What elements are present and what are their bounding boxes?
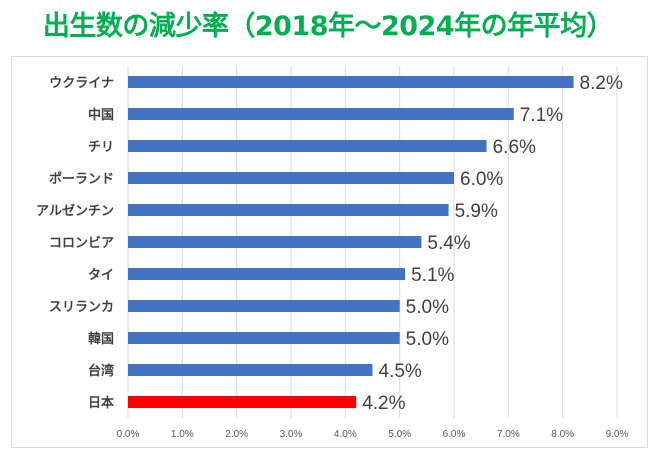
x-tick-label: 1.0% bbox=[171, 429, 194, 440]
x-tick-label: 8.0% bbox=[551, 429, 574, 440]
data-label: 5.9% bbox=[455, 201, 498, 222]
bar bbox=[128, 236, 422, 248]
data-label: 4.5% bbox=[379, 361, 422, 382]
data-label: 6.0% bbox=[460, 169, 503, 190]
bar bbox=[128, 140, 487, 152]
bar bbox=[128, 76, 574, 88]
bar bbox=[128, 364, 373, 376]
chart-title: 出生数の減少率（2018年～2024年の年平均） bbox=[42, 11, 614, 42]
x-tick-label: 7.0% bbox=[497, 429, 520, 440]
category-label: 日本 bbox=[88, 395, 114, 411]
chart-area bbox=[11, 56, 648, 448]
x-tick-label: 3.0% bbox=[280, 429, 303, 440]
bar bbox=[128, 268, 406, 280]
bar bbox=[128, 300, 400, 312]
bar bbox=[128, 204, 449, 216]
category-label: 中国 bbox=[88, 107, 114, 123]
bar bbox=[128, 172, 454, 184]
category-label: コロンビア bbox=[49, 235, 114, 251]
category-label: ウクライナ bbox=[49, 76, 114, 91]
data-label: 6.6% bbox=[493, 137, 536, 158]
bar bbox=[128, 108, 514, 120]
data-label: 4.2% bbox=[362, 393, 405, 414]
category-label: スリランカ bbox=[49, 300, 114, 315]
category-label: 韓国 bbox=[88, 331, 114, 347]
data-label: 5.0% bbox=[406, 297, 449, 318]
x-tick-label: 2.0% bbox=[225, 429, 248, 440]
category-label: タイ bbox=[88, 268, 114, 283]
x-tick-label: 6.0% bbox=[443, 429, 466, 440]
bar bbox=[128, 396, 357, 408]
data-label: 5.1% bbox=[411, 265, 454, 286]
data-label: 5.4% bbox=[427, 233, 470, 254]
data-label: 8.2% bbox=[580, 73, 623, 94]
data-label: 7.1% bbox=[520, 105, 563, 126]
data-label: 5.0% bbox=[406, 329, 449, 350]
x-tick-label: 5.0% bbox=[388, 429, 411, 440]
x-tick-label: 4.0% bbox=[334, 429, 357, 440]
x-tick-label: 9.0% bbox=[606, 429, 629, 440]
category-label: アルゼンチン bbox=[36, 203, 114, 219]
category-label: チリ bbox=[88, 140, 114, 155]
x-tick-label: 0.0% bbox=[117, 429, 140, 440]
category-label: ポーランド bbox=[49, 171, 114, 187]
category-label: 台湾 bbox=[88, 363, 114, 379]
bar bbox=[128, 332, 400, 344]
